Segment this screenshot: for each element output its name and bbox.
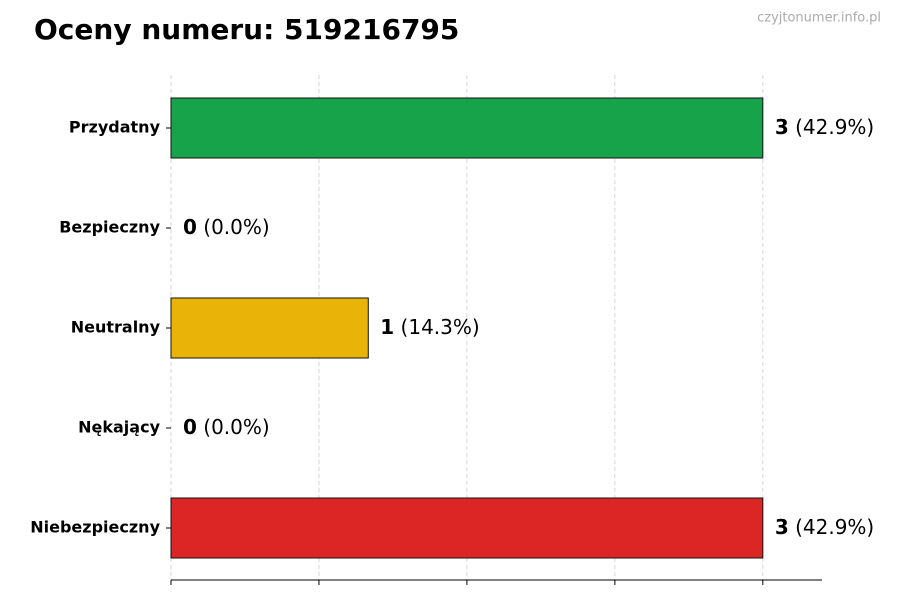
- y-tick-label: Bezpieczny: [59, 218, 160, 237]
- percent: (0.0%): [203, 415, 269, 439]
- percent: (42.9%): [795, 115, 874, 139]
- y-tick-label: Nękający: [78, 418, 160, 437]
- y-tick-label: Przydatny: [69, 118, 161, 137]
- bar: [170, 297, 369, 359]
- y-tick-label: Niebezpieczny: [30, 518, 160, 537]
- value-label: 0 (0.0%): [183, 415, 270, 439]
- value: 0: [183, 415, 197, 439]
- value: 1: [380, 315, 394, 339]
- value: 3: [775, 515, 789, 539]
- percent: (14.3%): [401, 315, 480, 339]
- y-tick-label: Neutralny: [71, 318, 161, 337]
- value-label: 3 (42.9%): [775, 515, 874, 539]
- bar: [170, 497, 764, 559]
- value: 0: [183, 215, 197, 239]
- value-label: 3 (42.9%): [775, 115, 874, 139]
- value-label: 0 (0.0%): [183, 215, 270, 239]
- percent: (0.0%): [203, 215, 269, 239]
- chart-title: Oceny numeru: 519216795: [34, 13, 459, 46]
- value: 3: [775, 115, 789, 139]
- watermark: czyjtonumer.info.pl: [757, 11, 881, 26]
- percent: (42.9%): [795, 515, 874, 539]
- value-label: 1 (14.3%): [380, 315, 479, 339]
- bar: [170, 97, 764, 159]
